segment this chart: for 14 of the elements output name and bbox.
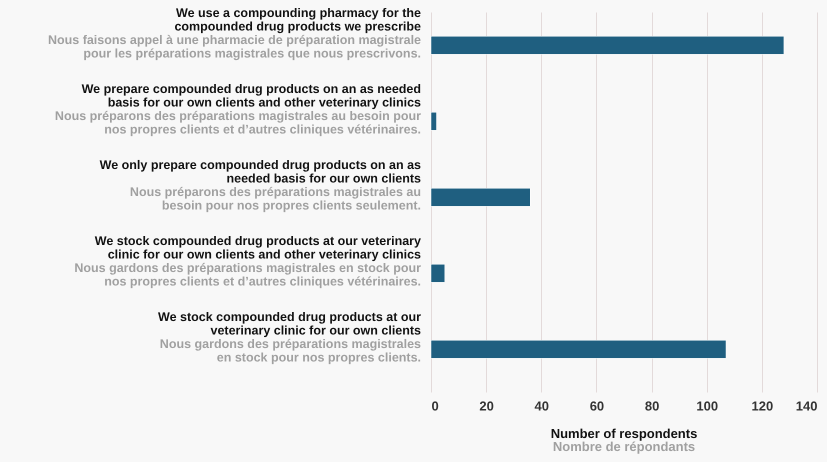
x-tick-label: 0 bbox=[432, 398, 439, 414]
x-tick-label: 20 bbox=[479, 398, 494, 414]
x-tick-label: 80 bbox=[644, 398, 660, 414]
y-tick-label: We stock compounded drug products at our veterinary clinic for our own clients and other veterinary clinics Nous gardons des préparations magistrales en stock pour nos propres clients et d’autres cliniques vétérinaires. bbox=[74, 234, 422, 289]
y-tick-label: We use a compounding pharmacy for the compounded drug products we prescribe Nous faisons appel à une pharmacie de préparation magistrale pour les préparations magistrales que nous prescrivons. bbox=[48, 6, 422, 61]
y-tick-label: We prepare compounded drug products on an as needed basis for our own clients and other veterinary clinics Nous préparons des préparations magistrales au besoin pour nos propres clients et d’autres cliniques vétérinaires. bbox=[54, 82, 422, 137]
x-tick-label: 120 bbox=[752, 398, 774, 414]
x-axis-title: Number of respondents Nombre de répondants bbox=[550, 426, 698, 454]
x-tick-label: 100 bbox=[696, 398, 718, 414]
x-tick-label: 60 bbox=[590, 398, 604, 414]
x-tick-label: 140 bbox=[796, 398, 818, 414]
y-tick-label: We only prepare compounded drug products on an as needed basis for our own clients Nous préparons des préparations magistrales au besoin pour nos propres clients seulement. bbox=[100, 158, 422, 213]
x-tick-label: 40 bbox=[534, 398, 550, 414]
y-tick-label: We stock compounded drug products at our veterinary clinic for our own clients Nous gardons des préparations magistrales en stock pour nos propres clients. bbox=[158, 310, 422, 365]
